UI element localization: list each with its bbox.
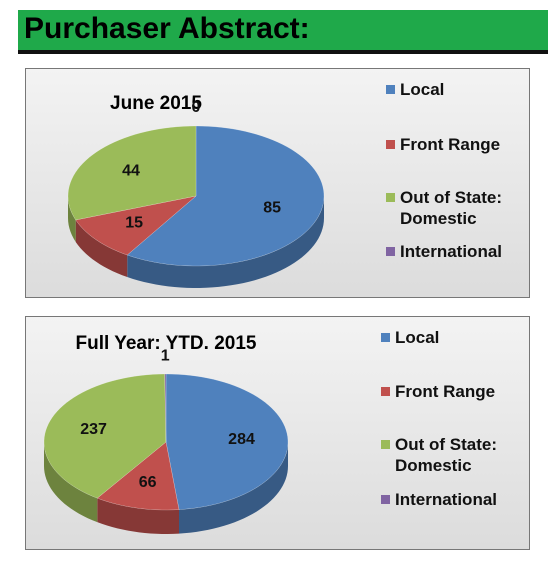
legend-item: International (386, 241, 502, 262)
pie-slice (96, 441, 180, 511)
pie-slice (43, 373, 167, 499)
pie-chart: Full Year: YTD. 2015 284 66 237 1 (43, 333, 289, 534)
legend-swatch (386, 193, 395, 202)
legend-swatch (386, 140, 395, 149)
pie-slice (67, 125, 197, 221)
legend-item: Local (386, 79, 444, 100)
data-label: 284 (228, 431, 255, 448)
pie-chart: June 2015 85 15 44 0 (67, 93, 325, 288)
header-bar: Purchaser Abstract: (18, 10, 548, 54)
slice-side (44, 442, 98, 523)
data-label: 15 (125, 214, 143, 231)
slice-side (127, 196, 324, 288)
chart-box: June 2015 85 15 44 0 Local Front Range Out of S… (25, 68, 530, 298)
legend-item: Front Range (386, 134, 500, 155)
slice-side (97, 498, 180, 534)
legend-label: Out of State: Domestic (400, 188, 502, 228)
legend-label: Local (395, 328, 440, 347)
header-title: Purchaser Abstract: (24, 12, 310, 45)
data-label: 66 (139, 474, 157, 491)
legend-label: Front Range (400, 135, 501, 154)
chart-box: Full Year: YTD. 2015 284 66 237 1 Local Front … (25, 316, 530, 550)
legend-swatch (381, 387, 390, 396)
legend-item: International (381, 489, 497, 510)
slice-side (179, 442, 288, 534)
data-label: 1 (161, 348, 170, 365)
legend-label: Out of State: Domestic (395, 435, 497, 475)
pie-slice (164, 373, 167, 443)
chart-title: Full Year: YTD. 2015 (76, 333, 257, 354)
legend-item: Local (381, 327, 439, 348)
legend-swatch (381, 333, 390, 342)
legend-swatch (386, 85, 395, 94)
legend-item: Front Range (381, 381, 495, 402)
legend-label: International (400, 242, 503, 261)
chart-title: June 2015 (110, 93, 202, 114)
legend-item: Out of State: Domestic (386, 187, 521, 229)
legend-label: Local (400, 80, 445, 99)
legend-label: Front Range (395, 382, 496, 401)
legend-item: Out of State: Domestic (381, 434, 516, 476)
pie-slice (126, 125, 325, 267)
data-label: 0 (192, 99, 201, 116)
legend: Local Front Range Out of State: Domestic In… (386, 69, 521, 297)
data-label: 44 (122, 162, 140, 179)
pie-slice (75, 195, 197, 256)
slice-side (68, 196, 76, 242)
legend: Local Front Range Out of State: Domestic In… (381, 317, 516, 549)
data-label: 237 (80, 421, 107, 438)
legend-swatch (381, 495, 390, 504)
slice-side (75, 219, 128, 278)
pie-slice (165, 373, 289, 510)
legend-swatch (386, 247, 395, 256)
data-label: 85 (263, 199, 281, 216)
legend-swatch (381, 440, 390, 449)
legend-label: International (395, 490, 498, 509)
